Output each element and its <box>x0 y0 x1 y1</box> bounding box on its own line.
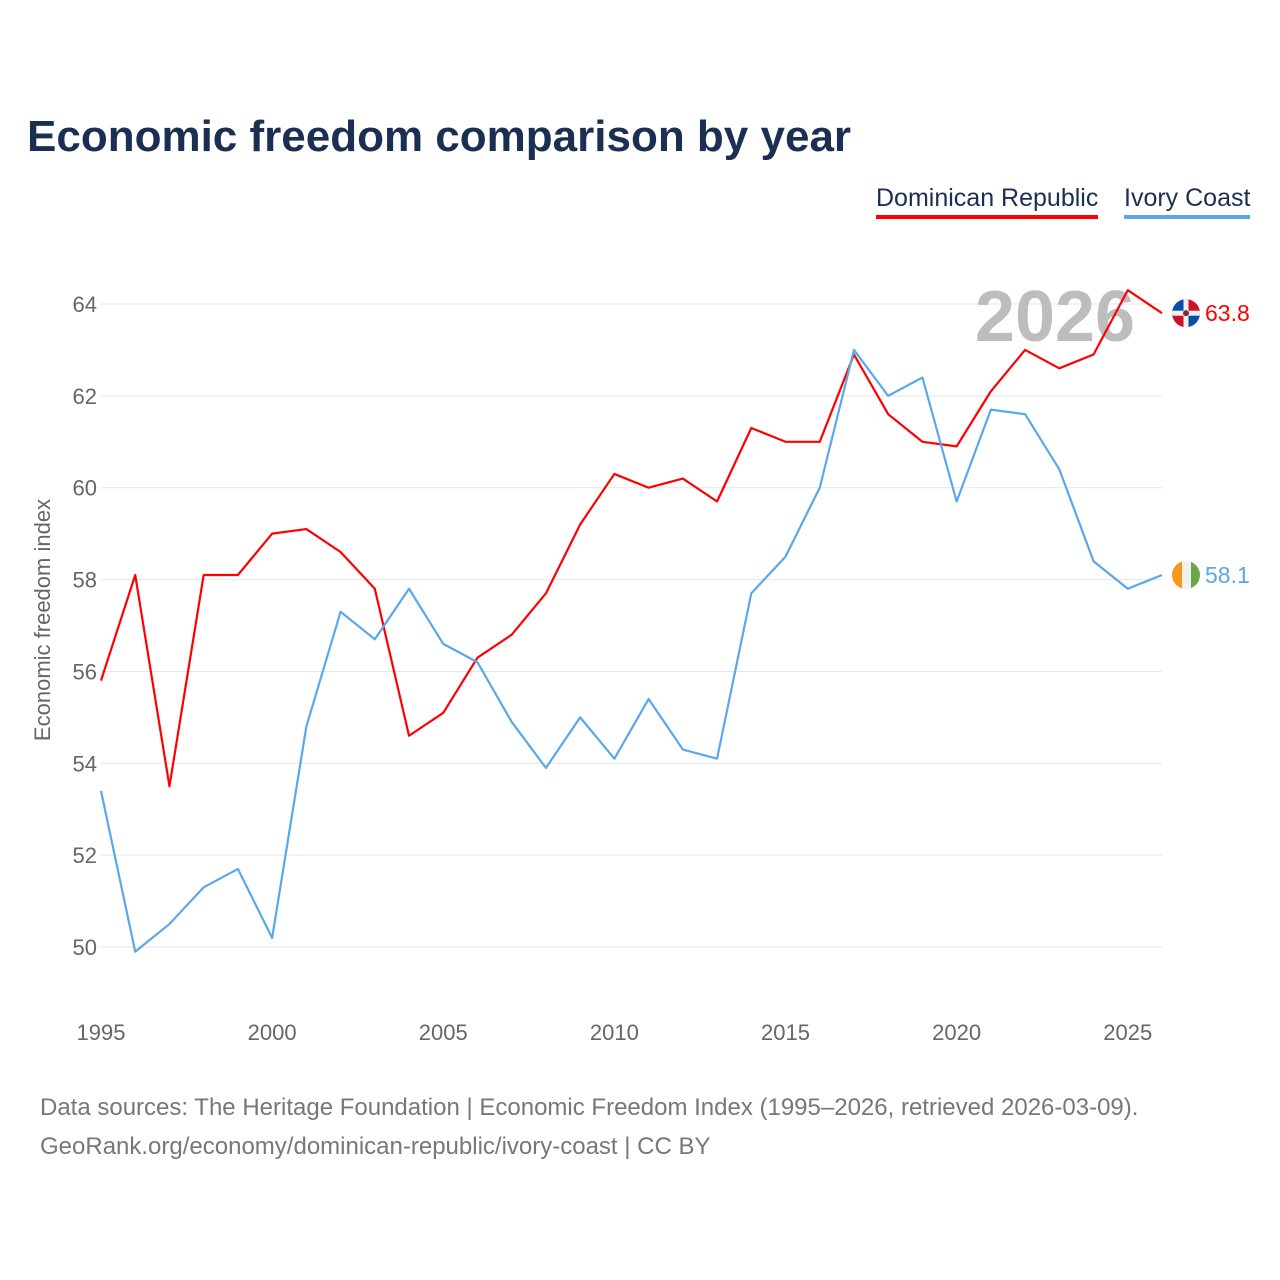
y-tick-label: 52 <box>73 843 97 868</box>
x-tick-label: 2015 <box>761 1020 810 1045</box>
x-tick-label: 2010 <box>590 1020 639 1045</box>
source-line-1: Data sources: The Heritage Foundation | … <box>40 1094 1139 1121</box>
x-tick-label: 2000 <box>248 1020 297 1045</box>
series-line-0 <box>99 289 1163 788</box>
y-axis-label: Economic freedom index <box>30 499 55 741</box>
x-tick-label: 2025 <box>1103 1020 1152 1045</box>
x-tick-label: 2005 <box>419 1020 468 1045</box>
series-line-1 <box>99 348 1163 953</box>
source-line-2[interactable]: GeoRank.org/economy/dominican-republic/i… <box>40 1133 711 1160</box>
source-note: Data sources: The Heritage Foundation | … <box>40 1088 1138 1166</box>
dominican-republic-flag-icon <box>1172 299 1200 328</box>
x-tick-label: 2020 <box>932 1020 981 1045</box>
legend-ivory-coast[interactable]: Ivory Coast <box>1124 184 1251 219</box>
chart-title: Economic freedom comparison by year <box>27 112 852 161</box>
y-tick-label: 56 <box>73 659 97 684</box>
ivory-coast-flag-icon <box>1172 560 1200 589</box>
y-tick-label: 60 <box>73 476 97 501</box>
y-tick-label: 62 <box>73 384 97 409</box>
y-tick-label: 54 <box>73 751 97 776</box>
year-watermark: 2026 <box>975 277 1135 357</box>
end-value-label-0: 63.8 <box>1205 300 1250 326</box>
x-tick-label: 1995 <box>77 1020 126 1045</box>
y-tick-label: 58 <box>73 568 97 593</box>
legend-dominican-republic[interactable]: Dominican Republic <box>876 184 1099 219</box>
y-tick-label: 64 <box>73 292 97 317</box>
y-tick-label: 50 <box>73 935 97 960</box>
end-value-label-1: 58.1 <box>1205 562 1250 588</box>
